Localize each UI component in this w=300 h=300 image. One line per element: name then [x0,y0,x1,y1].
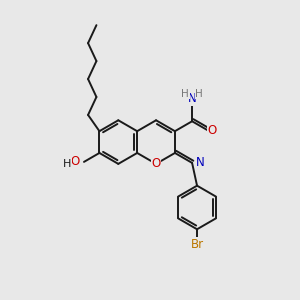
Text: O: O [152,158,161,170]
Text: H: H [195,88,203,98]
Text: H: H [63,159,71,169]
Text: O: O [70,155,80,168]
Text: H: H [181,88,189,98]
Text: O: O [208,124,217,137]
Text: N: N [196,156,205,170]
Text: Br: Br [190,238,204,250]
Text: N: N [188,92,197,105]
